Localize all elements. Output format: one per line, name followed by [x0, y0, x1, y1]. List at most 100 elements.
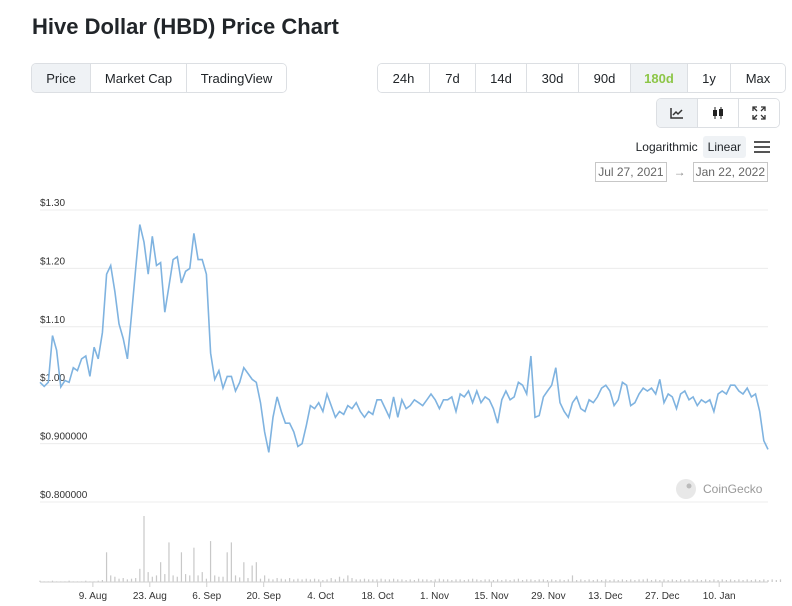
volume-bar: [39, 580, 41, 582]
y-tick-label: $1.00: [40, 373, 65, 384]
volume-bar: [459, 579, 461, 582]
candlestick-icon[interactable]: [698, 99, 739, 127]
volume-bar: [430, 580, 432, 582]
volume-bar: [401, 579, 403, 582]
fullscreen-icon[interactable]: [739, 99, 779, 127]
range-1y[interactable]: 1y: [688, 64, 731, 92]
volume-bar: [638, 579, 640, 582]
tab-price[interactable]: Price: [32, 64, 91, 92]
volume-bar: [388, 579, 391, 582]
volume-bar: [185, 574, 187, 582]
volume-bar: [596, 579, 599, 582]
range-24h[interactable]: 24h: [378, 64, 430, 92]
volume-bar: [517, 578, 519, 582]
volume-bar: [729, 579, 732, 582]
volume-bar: [417, 578, 420, 582]
volume-bar: [259, 578, 262, 582]
volume-bar: [309, 579, 311, 582]
volume-bar: [659, 580, 661, 582]
range-90d[interactable]: 90d: [579, 64, 631, 92]
volume-bar: [405, 580, 407, 582]
volume-bar: [605, 579, 607, 582]
view-tabs: Price Market Cap TradingView: [31, 63, 287, 93]
volume-bar: [767, 580, 769, 582]
range-7d[interactable]: 7d: [430, 64, 476, 92]
volume-bar: [234, 575, 237, 582]
volume-bar: [551, 579, 553, 582]
volume-bar: [155, 575, 158, 582]
volume-bar: [135, 578, 137, 582]
range-max[interactable]: Max: [731, 64, 785, 92]
page-title: Hive Dollar (HBD) Price Chart: [32, 14, 339, 39]
volume-bar: [742, 580, 744, 582]
date-to-input[interactable]: Jan 22, 2022: [692, 162, 768, 182]
volume-bar: [663, 579, 665, 582]
volume-bar: [393, 578, 395, 582]
tab-market-cap[interactable]: Market Cap: [91, 64, 187, 92]
volume-bar: [426, 579, 428, 582]
x-tick-label: 18. Oct: [361, 591, 393, 602]
volume-bar: [214, 575, 216, 582]
volume-bar: [351, 578, 353, 582]
linear-button[interactable]: Linear: [702, 136, 746, 158]
volume-bar: [584, 580, 586, 582]
volume-bar: [438, 578, 440, 582]
volume-bar: [472, 578, 474, 582]
volume-bar: [592, 580, 594, 582]
volume-bar: [347, 575, 349, 582]
volume-bar: [197, 575, 199, 582]
volume-bar: [243, 562, 245, 582]
volume-bar: [621, 579, 623, 582]
volume-bar: [625, 580, 628, 582]
volume-bar: [634, 580, 636, 582]
volume-bar: [484, 579, 486, 582]
volume-bar: [280, 578, 282, 582]
scale-toggle: Logarithmic Linear: [631, 136, 770, 158]
x-tick-label: 20. Sep: [246, 591, 281, 602]
x-tick-label: 13. Dec: [588, 591, 622, 602]
volume-bar: [542, 579, 544, 582]
menu-icon[interactable]: [754, 141, 770, 153]
volume-bar: [705, 579, 707, 582]
date-from-input[interactable]: Jul 27, 2021: [595, 162, 667, 182]
x-tick-label: 29. Nov: [531, 591, 565, 602]
volume-bar: [492, 580, 495, 582]
logarithmic-button[interactable]: Logarithmic: [635, 140, 698, 154]
volume-bar: [771, 579, 773, 582]
x-tick-label: 9. Aug: [79, 591, 107, 602]
volume-bar: [368, 579, 370, 582]
volume-bar: [284, 579, 287, 582]
volume-bar: [609, 580, 611, 582]
volume-bar: [455, 579, 457, 582]
volume-bar: [750, 580, 752, 582]
volume-bar: [289, 578, 291, 582]
volume-bar: [264, 575, 266, 582]
volume-bar: [779, 579, 782, 582]
volume-bar: [497, 579, 499, 582]
volume-bar: [180, 552, 183, 582]
volume-bar: [534, 580, 536, 582]
volume-bar: [580, 579, 582, 582]
volume-bar: [509, 580, 511, 582]
volume-bar: [343, 578, 345, 582]
volume-bar: [725, 580, 727, 582]
tab-tradingview[interactable]: TradingView: [187, 64, 286, 92]
volume-bar: [721, 579, 723, 582]
coingecko-logo-icon: [676, 479, 696, 499]
arrow-icon: →: [673, 165, 686, 179]
range-180d[interactable]: 180d: [631, 64, 688, 92]
volume-bar: [655, 579, 657, 582]
volume-bar: [147, 572, 149, 582]
volume-bar: [530, 579, 532, 582]
volume-bar: [272, 579, 274, 582]
line-chart-icon[interactable]: [657, 99, 698, 127]
volume-bar: [255, 562, 257, 582]
range-14d[interactable]: 14d: [476, 64, 527, 92]
range-tabs: 24h 7d 14d 30d 90d 180d 1y Max: [377, 63, 786, 93]
volume-bar: [189, 575, 191, 582]
volume-bar: [318, 579, 320, 582]
volume-bar: [451, 580, 453, 582]
range-30d[interactable]: 30d: [527, 64, 579, 92]
volume-bar: [576, 580, 578, 582]
x-tick-label: 15. Nov: [474, 591, 508, 602]
